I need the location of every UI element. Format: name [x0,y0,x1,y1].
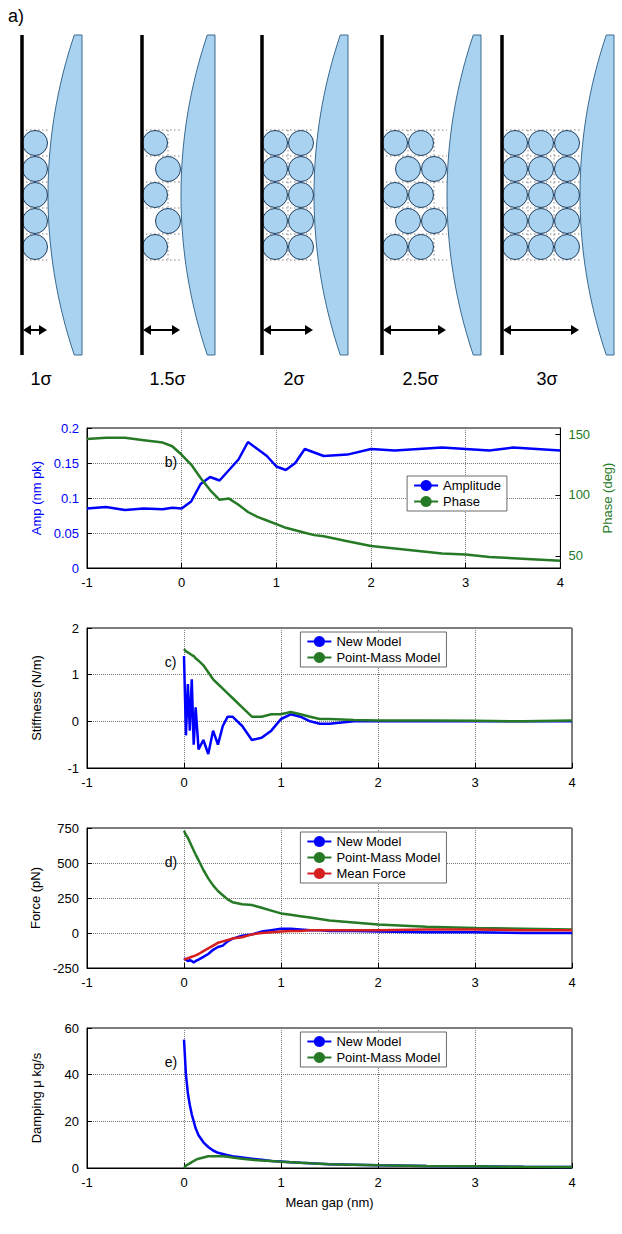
svg-text:1: 1 [72,667,79,682]
svg-text:0.05: 0.05 [54,526,79,541]
svg-text:-1: -1 [81,1175,93,1190]
svg-text:-1: -1 [81,775,93,790]
svg-text:4: 4 [568,1175,575,1190]
svg-text:0: 0 [72,714,79,729]
svg-text:Phase: Phase [443,494,480,509]
svg-text:1: 1 [277,775,284,790]
svg-text:1: 1 [277,975,284,990]
svg-text:500: 500 [57,856,79,871]
svg-text:0.15: 0.15 [54,456,79,471]
svg-text:0: 0 [72,1161,79,1176]
svg-text:-250: -250 [53,961,79,976]
svg-text:60: 60 [65,1021,79,1036]
svg-text:2: 2 [374,975,381,990]
svg-text:3: 3 [462,575,469,590]
svg-text:Amplitude: Amplitude [443,478,501,493]
svg-text:40: 40 [65,1067,79,1082]
svg-text:3: 3 [471,1175,478,1190]
svg-text:3: 3 [471,775,478,790]
svg-text:250: 250 [57,891,79,906]
svg-text:0: 0 [178,575,185,590]
svg-text:New Model: New Model [336,834,401,849]
svg-text:150: 150 [568,427,590,442]
svg-text:2: 2 [374,1175,381,1190]
svg-text:2: 2 [374,775,381,790]
svg-text:0: 0 [72,561,79,576]
svg-text:750: 750 [57,821,79,836]
svg-text:0: 0 [180,975,187,990]
svg-text:a): a) [8,6,24,26]
svg-text:0.1: 0.1 [61,491,79,506]
svg-text:Mean Force: Mean Force [336,866,405,881]
svg-text:0: 0 [72,926,79,941]
svg-text:1: 1 [277,1175,284,1190]
svg-text:Mean gap (nm): Mean gap (nm) [285,1195,373,1210]
svg-text:Point-Mass Model: Point-Mass Model [336,1050,440,1065]
svg-text:2: 2 [367,575,374,590]
svg-text:4: 4 [568,975,575,990]
svg-text:0.2: 0.2 [61,421,79,436]
svg-text:0: 0 [180,775,187,790]
svg-text:3: 3 [471,975,478,990]
svg-text:20: 20 [65,1114,79,1129]
svg-text:1.5σ: 1.5σ [149,369,185,389]
svg-text:-1: -1 [81,975,93,990]
svg-text:3σ: 3σ [536,369,557,389]
svg-text:-1: -1 [67,761,79,776]
svg-text:d): d) [165,854,177,870]
svg-text:Amp (nm pk): Amp (nm pk) [29,461,44,535]
svg-text:-1: -1 [81,575,93,590]
svg-text:2: 2 [72,621,79,636]
svg-text:Point-Mass Model: Point-Mass Model [336,650,440,665]
svg-text:c): c) [165,654,177,670]
svg-text:0: 0 [180,1175,187,1190]
svg-text:New Model: New Model [336,634,401,649]
svg-text:e): e) [165,1054,177,1070]
svg-text:b): b) [165,454,177,470]
svg-text:4: 4 [568,775,575,790]
svg-text:New Model: New Model [336,1034,401,1049]
svg-text:Point-Mass Model: Point-Mass Model [336,850,440,865]
svg-text:2.5σ: 2.5σ [402,369,438,389]
svg-text:50: 50 [568,548,582,563]
svg-text:100: 100 [568,487,590,502]
svg-text:Phase (deg): Phase (deg) [600,463,615,534]
svg-text:Force (pN): Force (pN) [28,867,43,929]
svg-text:1: 1 [273,575,280,590]
svg-text:Damping μ kg/s: Damping μ kg/s [29,1052,44,1143]
svg-text:Stiffness (N/m): Stiffness (N/m) [29,655,44,741]
svg-text:4: 4 [557,575,564,590]
svg-text:1σ: 1σ [30,369,51,389]
svg-text:2σ: 2σ [283,369,304,389]
